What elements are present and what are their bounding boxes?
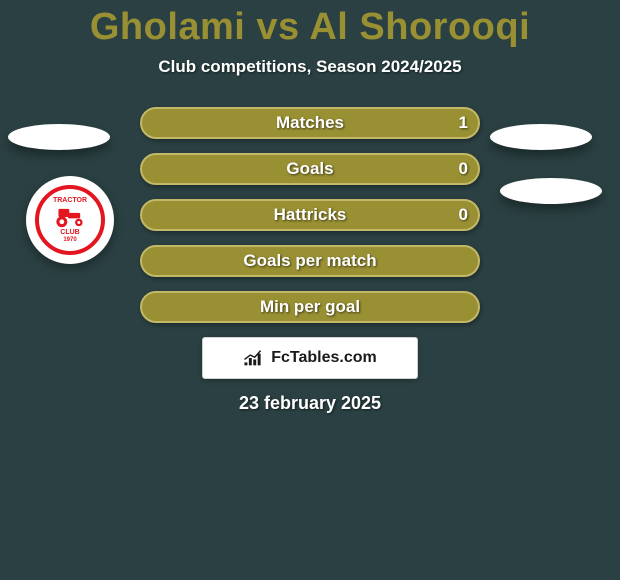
subtitle: Club competitions, Season 2024/2025 — [0, 57, 620, 77]
stat-bar: Hattricks — [140, 199, 480, 231]
stat-row: Min per goal — [0, 283, 620, 329]
stat-row: 0Goals0 — [0, 145, 620, 191]
date-label: 23 february 2025 — [0, 393, 620, 414]
brand-logo[interactable]: FcTables.com — [202, 337, 418, 379]
stat-value-right: 1 — [459, 107, 468, 139]
stat-bar: Goals — [140, 153, 480, 185]
stat-value-right: 0 — [459, 199, 468, 231]
stat-row: Goals per match — [0, 237, 620, 283]
bar-chart-icon — [243, 349, 265, 367]
stat-bar: Matches — [140, 107, 480, 139]
stat-row: 1Matches1 — [0, 99, 620, 145]
brand-name: FcTables.com — [271, 349, 377, 367]
stat-rows: 1Matches10Goals00Hattricks0Goals per mat… — [0, 99, 620, 329]
stat-row: 0Hattricks0 — [0, 191, 620, 237]
stat-label: Goals per match — [243, 251, 376, 271]
stat-label: Hattricks — [274, 205, 347, 225]
stat-bar: Min per goal — [140, 291, 480, 323]
stat-value-right: 0 — [459, 153, 468, 185]
stat-bar: Goals per match — [140, 245, 480, 277]
stat-label: Min per goal — [260, 297, 360, 317]
comparison-card: Gholami vs Al Shorooqi Club competitions… — [0, 0, 620, 580]
stat-label: Goals — [286, 159, 333, 179]
page-title: Gholami vs Al Shorooqi — [0, 0, 620, 49]
stat-label: Matches — [276, 113, 344, 133]
